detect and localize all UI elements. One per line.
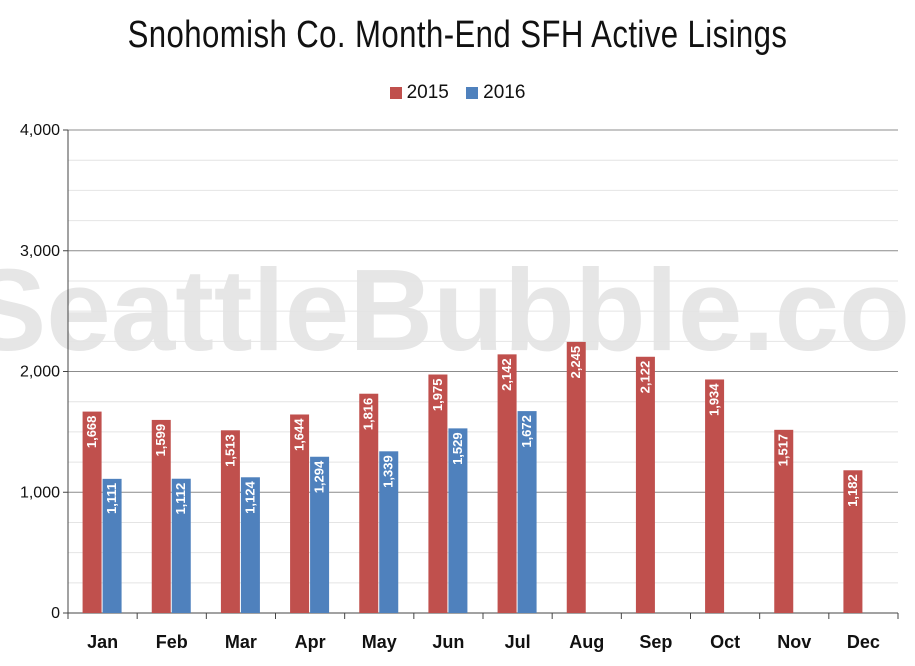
data-label-2015: 1,513 xyxy=(222,434,237,467)
x-tick-label: Sep xyxy=(639,632,672,652)
data-label-2015: 1,182 xyxy=(845,474,860,507)
y-tick-label: 2,000 xyxy=(20,364,60,381)
y-tick-label: 1,000 xyxy=(20,484,60,501)
data-label-2015: 2,245 xyxy=(568,346,583,379)
bar-2015 xyxy=(290,414,310,613)
bar-2015 xyxy=(82,411,102,613)
x-tick-label: Oct xyxy=(710,632,740,652)
x-tick-label: Mar xyxy=(225,632,257,652)
x-tick-label: Feb xyxy=(156,632,188,652)
x-tick-label: Nov xyxy=(777,632,811,652)
legend-swatch-2016 xyxy=(466,87,479,99)
data-label-2016: 1,672 xyxy=(519,415,534,448)
data-label-2016: 1,111 xyxy=(104,483,119,514)
legend-label-2016: 2016 xyxy=(483,82,526,103)
y-tick-label: 3,000 xyxy=(20,243,60,260)
data-label-2015: 1,934 xyxy=(707,383,722,416)
bar-2016 xyxy=(379,451,399,613)
x-tick-label: Dec xyxy=(847,632,880,652)
bar-2015 xyxy=(566,341,586,613)
x-tick-label: Apr xyxy=(295,632,326,652)
bar-2016 xyxy=(310,456,330,613)
data-label-2015: 1,517 xyxy=(776,434,791,467)
bar-2015 xyxy=(774,429,794,613)
bar-2016 xyxy=(102,478,122,613)
bar-2016 xyxy=(171,478,191,613)
legend-item-2015: 2015 xyxy=(389,82,449,104)
bar-2016 xyxy=(517,411,537,613)
bar-2015 xyxy=(635,356,655,613)
data-label-2015: 1,644 xyxy=(292,418,307,451)
legend-swatch-2015 xyxy=(389,87,402,99)
x-tick-label: Jul xyxy=(505,632,531,652)
watermark-text: SeattleBubble.com xyxy=(0,245,915,375)
data-label-2016: 1,112 xyxy=(173,483,188,515)
x-tick-label: Jun xyxy=(432,632,464,652)
chart-title: Snohomish Co. Month-End SFH Active Lisin… xyxy=(127,14,788,56)
x-tick-label: May xyxy=(362,632,397,652)
data-label-2015: 1,816 xyxy=(361,398,376,431)
bar-2015 xyxy=(705,379,725,613)
data-label-2015: 1,668 xyxy=(84,416,99,449)
legend-item-2016: 2016 xyxy=(466,82,525,104)
bar-2015 xyxy=(428,374,448,613)
data-label-2016: 1,339 xyxy=(381,455,396,488)
data-label-2015: 1,599 xyxy=(153,424,168,457)
y-tick-label: 4,000 xyxy=(20,122,60,139)
bar-2015 xyxy=(220,430,240,613)
bar-2015 xyxy=(151,419,171,613)
y-tick-label: 0 xyxy=(51,605,60,622)
data-label-2016: 1,529 xyxy=(450,432,465,465)
data-label-2015: 1,975 xyxy=(430,379,445,412)
legend: 2015 2016 xyxy=(0,82,915,104)
x-tick-label: Aug xyxy=(569,632,604,652)
legend-label-2015: 2015 xyxy=(406,82,449,103)
bar-2015 xyxy=(843,470,863,613)
data-label-2016: 1,124 xyxy=(242,481,257,514)
bar-2015 xyxy=(497,354,517,613)
data-label-2016: 1,294 xyxy=(312,460,327,493)
bar-2016 xyxy=(240,477,260,613)
x-tick-label: Jan xyxy=(87,632,118,652)
data-label-2015: 2,142 xyxy=(499,358,514,391)
bar-2015 xyxy=(359,393,379,613)
data-label-2015: 2,122 xyxy=(637,361,652,394)
bar-2016 xyxy=(448,428,468,613)
